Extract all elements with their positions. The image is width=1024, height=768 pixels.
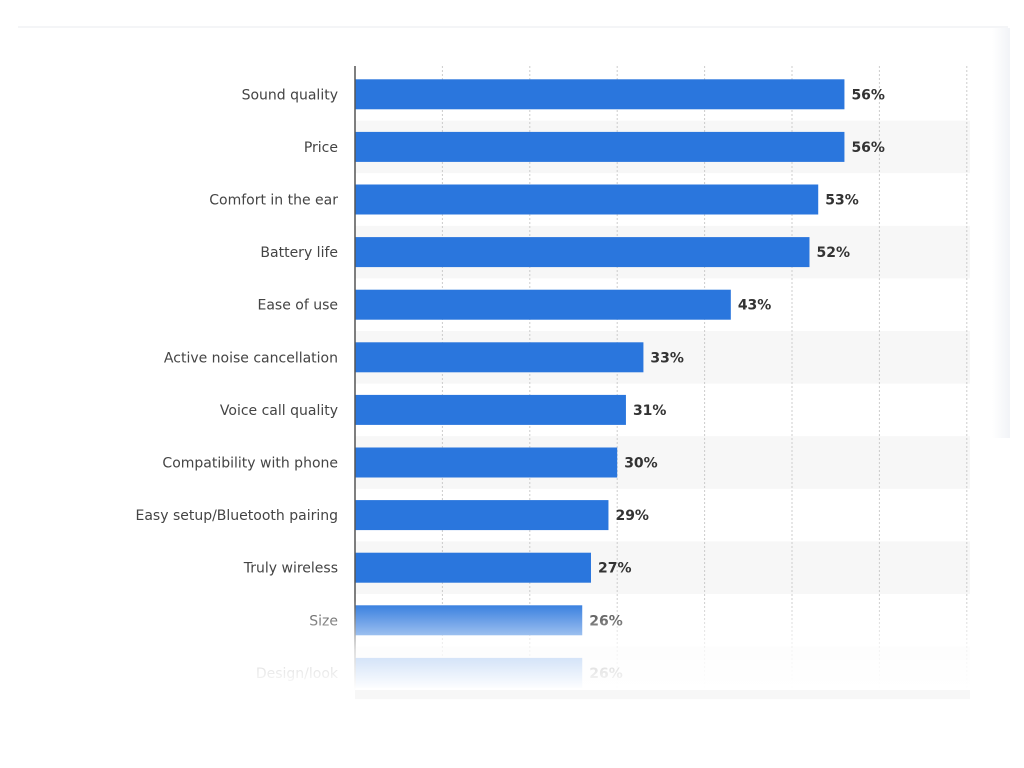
value-label: 56% [851, 140, 885, 156]
value-label: 31% [633, 403, 667, 419]
value-label: 52% [816, 245, 850, 261]
bar [355, 605, 583, 636]
category-label: Price [304, 140, 338, 156]
category-label: Design/look [256, 666, 339, 682]
category-label: Voice call quality [220, 403, 338, 419]
bar [355, 184, 819, 215]
value-label: 26% [589, 666, 623, 682]
gridlines [441, 66, 968, 690]
value-label: 29% [615, 508, 649, 524]
value-label: 43% [738, 298, 772, 314]
category-label: Comfort in the ear [209, 193, 338, 209]
bar [355, 394, 626, 425]
bar [355, 289, 731, 320]
value-label: 53% [825, 193, 859, 209]
value-label: 27% [598, 561, 632, 577]
category-label: Size [309, 613, 338, 629]
bar [355, 447, 618, 478]
value-label: 33% [650, 350, 684, 366]
value-label: 30% [624, 456, 658, 472]
bar [355, 342, 644, 373]
bar [355, 657, 583, 688]
bar [355, 237, 810, 268]
category-label: Sound quality [242, 87, 338, 103]
value-label: 56% [851, 87, 885, 103]
category-label: Active noise cancellation [164, 350, 338, 366]
category-label: Easy setup/Bluetooth pairing [135, 508, 338, 524]
bar [355, 131, 845, 162]
category-label: Ease of use [257, 298, 338, 314]
category-labels: Sound quality Price Comfort in the ear Batt… [135, 87, 338, 682]
bar [355, 552, 591, 583]
bar [355, 79, 845, 110]
value-label: 26% [589, 613, 623, 629]
category-label: Battery life [260, 245, 338, 261]
card-top-border [18, 26, 1008, 28]
category-label: Compatibility with phone [162, 456, 338, 472]
category-label: Truly wireless [243, 561, 338, 577]
bar [355, 500, 609, 531]
